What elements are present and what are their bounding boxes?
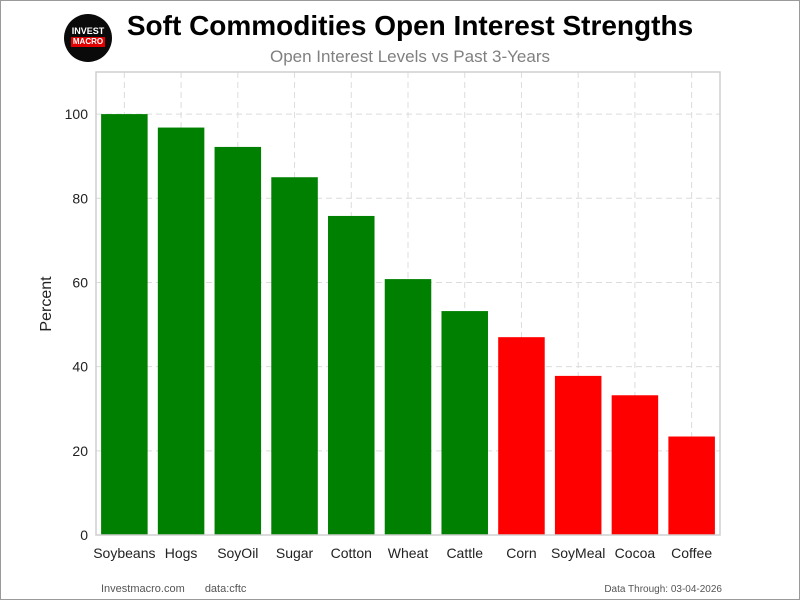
- x-tick-label: SoyMeal: [551, 545, 605, 561]
- logo-text-bottom: MACRO: [71, 37, 105, 47]
- footer-left: Investmacro.com data:cftc: [101, 583, 246, 595]
- x-tick-label: Cattle: [446, 545, 483, 561]
- chart-title: Soft Commodities Open Interest Strengths: [126, 10, 694, 41]
- footer-site: Investmacro.com: [101, 583, 185, 595]
- y-tick-label: 0: [80, 527, 88, 543]
- x-tick-label: Coffee: [671, 545, 712, 561]
- bar-soymeal: [554, 375, 602, 535]
- x-tick-label: Cotton: [331, 545, 372, 561]
- bar-cattle: [441, 311, 488, 535]
- y-tick-label: 100: [65, 106, 89, 122]
- x-tick-label: Corn: [506, 545, 536, 561]
- y-tick-label: 80: [72, 190, 88, 206]
- bar-cocoa: [611, 395, 659, 535]
- y-tick-label: 40: [72, 359, 88, 375]
- bar-soybeans: [101, 114, 148, 535]
- bar-cotton: [328, 215, 375, 535]
- x-tick-label: Sugar: [276, 545, 314, 561]
- y-tick-label: 60: [72, 274, 88, 290]
- x-tick-label: Cocoa: [615, 545, 656, 561]
- bar-corn: [498, 337, 545, 535]
- x-tick-label: Hogs: [165, 545, 198, 561]
- logo-text-top: INVEST: [71, 26, 105, 36]
- footer-source: data:cftc: [204, 583, 247, 595]
- bar-soyoil: [214, 146, 262, 535]
- x-tick-label: Wheat: [388, 545, 429, 561]
- bar-hogs: [157, 127, 205, 535]
- footer-data-through: Data Through: 03-04-2026: [604, 584, 722, 595]
- bar-sugar: [271, 177, 318, 535]
- chart-subtitle: Open Interest Levels vs Past 3-Years: [269, 47, 551, 66]
- plot-area-border: [95, 71, 721, 536]
- x-tick-label: SoyOil: [217, 545, 258, 561]
- x-tick-label: Soybeans: [93, 545, 155, 561]
- y-tick-label: 20: [72, 443, 88, 459]
- investmacro-logo: INVEST MACRO: [64, 14, 112, 62]
- bar-wheat: [384, 279, 432, 535]
- bar-coffee: [668, 436, 715, 535]
